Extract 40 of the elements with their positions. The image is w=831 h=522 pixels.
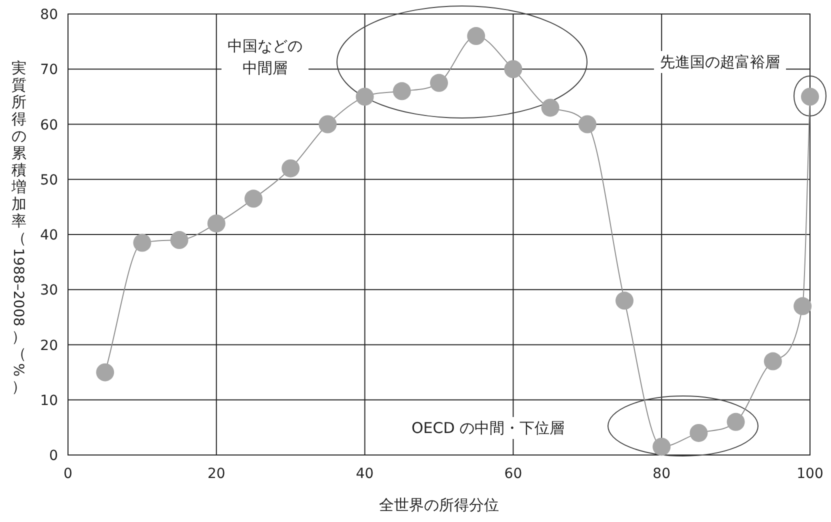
y-tick-label: 80 [40,7,58,23]
y-tick-label: 30 [40,282,58,299]
y-tick-label: 70 [40,62,58,78]
x-axis-title: 全世界の所得分位 [379,496,499,514]
point [392,82,411,100]
x-tick-label: 0 [64,466,72,482]
y-tick-label: 60 [40,117,58,134]
point [430,74,448,92]
point [764,352,782,370]
point [356,88,374,106]
point [207,214,226,232]
point [794,297,812,316]
point [541,98,560,117]
point [170,231,188,250]
x-tick-label: 100 [796,466,824,482]
point [578,115,596,134]
y-axis-title: 実質所得の累積増加率（1988–2008）（%） [10,59,26,396]
y-tick-label: 10 [40,392,58,409]
point [282,159,300,178]
point [244,190,262,208]
annotation: 中国などの中間層 [228,37,302,77]
x-tick-label: 80 [652,466,671,482]
point [96,363,114,382]
point [504,60,522,78]
y-tick-label: 0 [49,448,58,464]
annotation: 先進国の超富裕層 [660,53,780,71]
point [318,115,337,134]
point [133,234,152,252]
point [467,27,486,46]
point [652,438,671,456]
x-tick-label: 60 [504,466,522,482]
x-tick-label: 40 [356,466,374,482]
point [616,292,634,310]
y-tick-label: 20 [40,338,58,354]
point [726,412,745,431]
annotation: OECD の中間・下位層 [411,419,565,437]
x-tick-label: 20 [207,466,226,482]
y-tick-label: 40 [40,228,58,244]
y-tick-label: 50 [40,172,58,188]
point [690,424,708,442]
